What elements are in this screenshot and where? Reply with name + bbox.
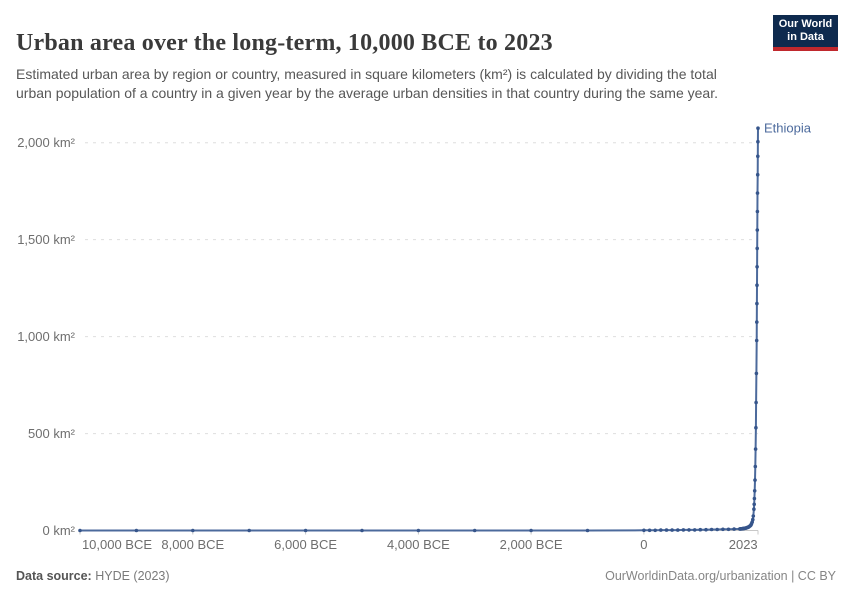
footer-link[interactable]: OurWorldinData.org/urbanization | CC BY xyxy=(605,569,836,583)
svg-text:0 km²: 0 km² xyxy=(43,523,76,538)
svg-text:0: 0 xyxy=(640,537,647,552)
svg-text:4,000 BCE: 4,000 BCE xyxy=(387,537,450,552)
owid-logo[interactable]: Our World in Data xyxy=(773,15,838,51)
data-source-value: HYDE (2023) xyxy=(91,569,170,583)
svg-text:1,000 km²: 1,000 km² xyxy=(17,329,75,344)
svg-text:Ethiopia: Ethiopia xyxy=(764,121,812,136)
svg-text:2023: 2023 xyxy=(729,537,758,552)
svg-text:8,000 BCE: 8,000 BCE xyxy=(161,537,224,552)
data-source-label: Data source: xyxy=(16,569,92,583)
svg-text:6,000 BCE: 6,000 BCE xyxy=(274,537,337,552)
owid-logo-line2: in Data xyxy=(787,31,824,43)
owid-logo-line1: Our World xyxy=(778,18,833,30)
svg-text:2,000 BCE: 2,000 BCE xyxy=(500,537,563,552)
svg-text:2,000 km²: 2,000 km² xyxy=(17,135,75,150)
svg-text:500 km²: 500 km² xyxy=(28,426,76,441)
chart-subtitle: Estimated urban area by region or countr… xyxy=(16,66,718,101)
data-source-note: Data source: HYDE (2023) xyxy=(16,569,170,583)
svg-text:10,000 BCE: 10,000 BCE xyxy=(82,537,152,552)
svg-text:1,500 km²: 1,500 km² xyxy=(17,232,75,247)
page-title: Urban area over the long-term, 10,000 BC… xyxy=(16,30,553,57)
